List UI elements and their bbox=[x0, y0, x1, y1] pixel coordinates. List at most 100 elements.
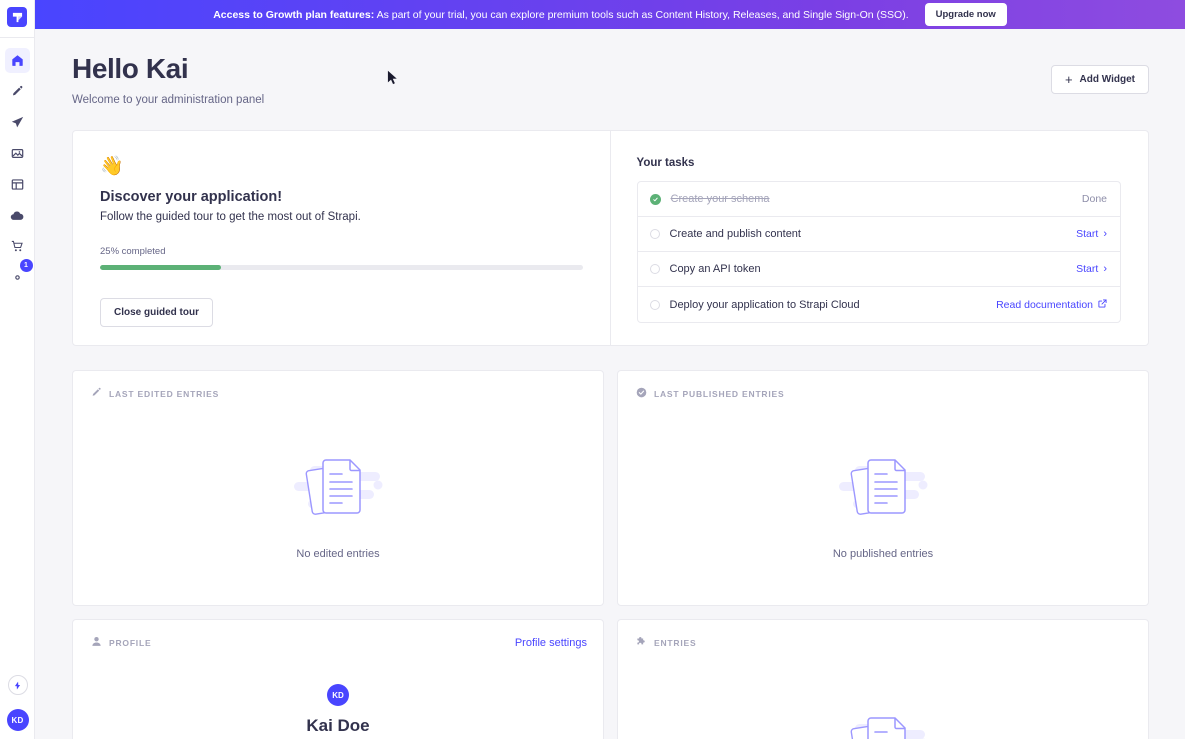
sidebar-item-home[interactable] bbox=[4, 48, 30, 73]
widget-title: LAST EDITED ENTRIES bbox=[109, 389, 220, 399]
widget-empty-state: No edited entries bbox=[73, 407, 603, 605]
tasks-title: Your tasks bbox=[636, 157, 695, 169]
gear-icon bbox=[11, 271, 24, 284]
trial-banner: Access to Growth plan features: As part … bbox=[35, 0, 1185, 29]
widget-header-left: ENTRIES bbox=[636, 634, 696, 652]
entries-body bbox=[618, 656, 1148, 739]
task-row[interactable]: Deploy your application to Strapi Cloud R… bbox=[638, 287, 1121, 322]
main-content: Access to Growth plan features: As part … bbox=[35, 0, 1185, 739]
widgets-row: LAST EDITED ENTRIES bbox=[72, 370, 1149, 606]
widget-title: PROFILE bbox=[109, 638, 152, 648]
task-row-left: Create and publish content bbox=[649, 228, 801, 240]
page-header: Hello Kai Welcome to your administration… bbox=[35, 29, 1185, 106]
task-row[interactable]: Create your schema Done bbox=[637, 182, 1120, 217]
banner-lead: Access to Growth plan features: bbox=[213, 8, 375, 21]
task-action-label: Start bbox=[1076, 228, 1099, 240]
sidebar-item-media-library[interactable] bbox=[5, 141, 30, 166]
tasks-list: Create your schema Done Create and publish… bbox=[636, 181, 1121, 323]
task-row-left: Deploy your application to Strapi Cloud bbox=[649, 299, 860, 311]
upgrade-now-button[interactable]: Upgrade now bbox=[924, 3, 1007, 26]
documents-illustration-icon bbox=[837, 710, 929, 739]
last-published-entries-widget: LAST PUBLISHED ENTRIES bbox=[617, 370, 1149, 606]
guided-tour-card: 👋 Discover your application! Follow the … bbox=[73, 131, 611, 345]
chevron-right-icon: › bbox=[1103, 262, 1107, 275]
widget-header: PROFILE Profile settings bbox=[73, 620, 603, 652]
task-row[interactable]: Copy an API token Start › bbox=[637, 252, 1120, 287]
sidebar-item-marketplace[interactable] bbox=[5, 234, 30, 259]
avatar[interactable]: KD bbox=[6, 709, 29, 731]
banner-body: As part of your trial, you can explore p… bbox=[374, 8, 909, 21]
lightning-icon[interactable] bbox=[7, 675, 28, 695]
page-subtitle: Welcome to your administration panel bbox=[72, 94, 265, 106]
guided-tour-panel: 👋 Discover your application! Follow the … bbox=[72, 130, 1149, 346]
widget-empty-state: No published entries bbox=[618, 407, 1148, 605]
task-action-link[interactable]: Read documentation bbox=[996, 299, 1107, 311]
close-guided-tour-button[interactable]: Close guided tour bbox=[100, 298, 213, 327]
sidebar-item-cloud[interactable] bbox=[5, 203, 30, 228]
shopping-cart-icon bbox=[11, 240, 24, 253]
widget-title: ENTRIES bbox=[654, 638, 697, 648]
task-row-left: Copy an API token bbox=[649, 263, 761, 275]
guided-tour-description: Follow the guided tour to get the most o… bbox=[100, 211, 361, 223]
task-action-label: Read documentation bbox=[996, 298, 1093, 311]
user-icon bbox=[91, 634, 102, 652]
task-action-link[interactable]: Start › bbox=[1076, 263, 1107, 275]
last-edited-entries-widget: LAST EDITED ENTRIES bbox=[72, 370, 604, 606]
profile-widget: PROFILE Profile settings KD Kai Doe bbox=[72, 619, 604, 739]
task-row-left: Create your schema bbox=[649, 193, 770, 205]
sidebar-item-releases[interactable] bbox=[5, 110, 30, 135]
task-action-link[interactable]: Start › bbox=[1076, 228, 1107, 240]
settings-badge: 1 bbox=[19, 259, 33, 272]
home-icon bbox=[11, 54, 24, 67]
widget-header-left: LAST EDITED ENTRIES bbox=[91, 385, 219, 403]
plus-icon: + bbox=[1064, 72, 1073, 87]
progress-bar bbox=[100, 265, 583, 270]
empty-circle-icon bbox=[649, 299, 660, 310]
task-row[interactable]: Create and publish content Start › bbox=[637, 217, 1120, 252]
sidebar-nav: 1 bbox=[4, 38, 33, 290]
progress-bar-fill bbox=[100, 265, 221, 270]
task-label: Copy an API token bbox=[669, 263, 761, 275]
add-widget-button[interactable]: + Add Widget bbox=[1050, 65, 1149, 94]
empty-circle-icon bbox=[649, 264, 660, 274]
documents-illustration-icon bbox=[837, 452, 929, 529]
check-circle-icon bbox=[636, 385, 647, 403]
strapi-logo-icon[interactable] bbox=[7, 7, 27, 27]
sidebar-item-settings[interactable]: 1 bbox=[5, 259, 33, 290]
widget-title: LAST PUBLISHED ENTRIES bbox=[654, 389, 785, 399]
widget-header: LAST PUBLISHED ENTRIES bbox=[618, 371, 1148, 403]
task-action-label: Start bbox=[1076, 263, 1099, 275]
task-status-text: Done bbox=[1082, 193, 1107, 205]
puzzle-icon bbox=[636, 634, 647, 652]
profile-name: Kai Doe bbox=[306, 716, 370, 735]
pencil-icon bbox=[91, 385, 102, 403]
banner-text: Access to Growth plan features: As part … bbox=[213, 9, 908, 21]
tasks-card: Your tasks Create your schema Done Create … bbox=[611, 131, 1149, 345]
profile-body: KD Kai Doe bbox=[73, 660, 603, 739]
paper-plane-icon bbox=[11, 116, 24, 129]
page-header-text: Hello Kai Welcome to your administration… bbox=[72, 53, 264, 106]
pencil-icon bbox=[11, 85, 24, 98]
page-title: Hello Kai bbox=[72, 53, 189, 84]
dashboard-content: 👋 Discover your application! Follow the … bbox=[35, 130, 1185, 739]
empty-state-text: No edited entries bbox=[296, 548, 380, 560]
task-action-label: Done bbox=[1081, 193, 1107, 205]
sidebar-bottom: KD bbox=[0, 675, 35, 739]
sidebar-item-content-manager[interactable] bbox=[5, 79, 30, 104]
progress-label: 25% completed bbox=[100, 246, 166, 257]
widget-header-left: LAST PUBLISHED ENTRIES bbox=[636, 385, 784, 403]
sidebar-item-content-type-builder[interactable] bbox=[5, 172, 30, 197]
guided-tour-title: Discover your application! bbox=[100, 189, 283, 205]
widget-header: ENTRIES bbox=[618, 620, 1148, 652]
empty-state-text: No published entries bbox=[832, 548, 934, 560]
widget-header-left: PROFILE bbox=[91, 634, 151, 652]
cloud-icon bbox=[10, 209, 24, 223]
waving-hand-icon: 👋 bbox=[100, 156, 124, 177]
chevron-right-icon: › bbox=[1103, 227, 1107, 240]
media-library-icon bbox=[11, 147, 24, 160]
profile-settings-link[interactable]: Profile settings bbox=[514, 637, 587, 649]
layout-icon bbox=[11, 178, 24, 191]
add-widget-label: Add Widget bbox=[1079, 74, 1135, 85]
sidebar-divider bbox=[0, 37, 34, 38]
